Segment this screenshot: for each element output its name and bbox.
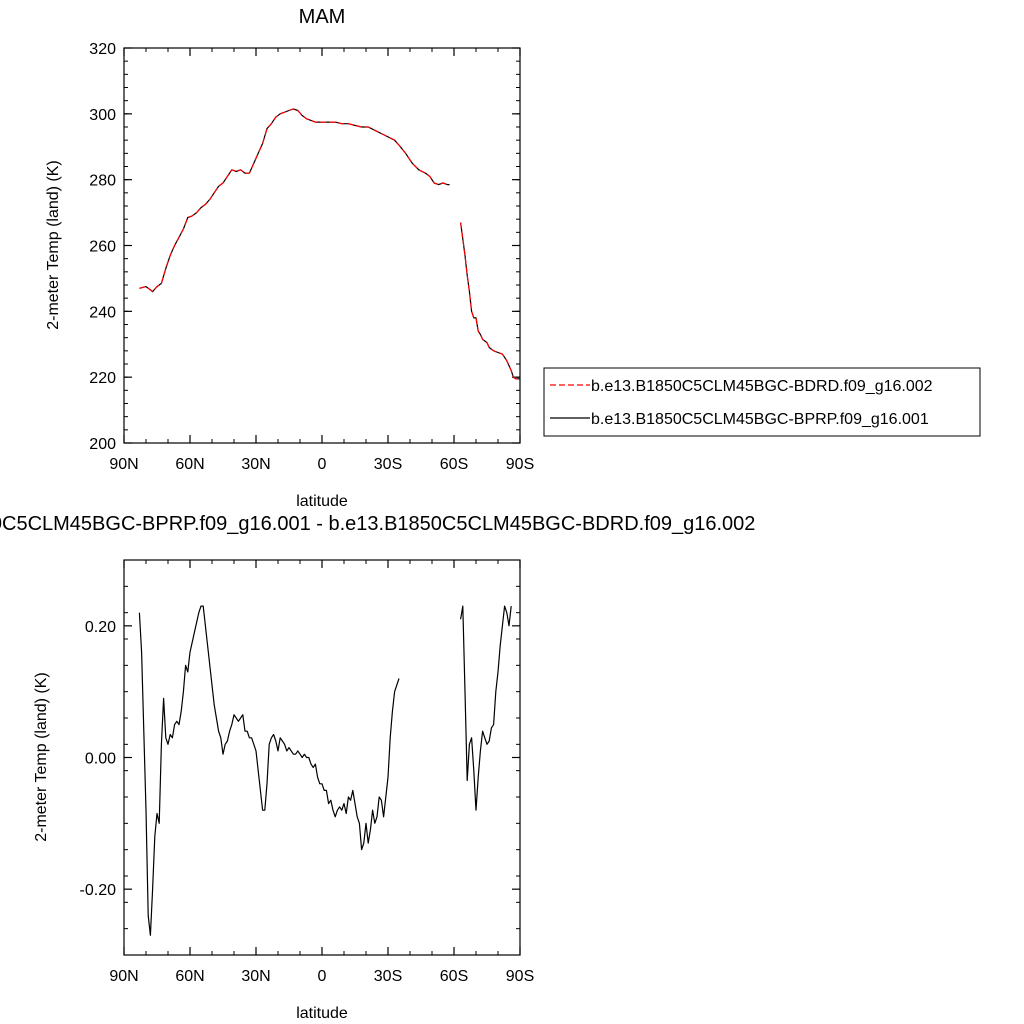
x-tick-label: 90N — [109, 968, 138, 985]
y-tick-label: 200 — [89, 436, 116, 453]
y-tick-label: 300 — [89, 107, 116, 124]
series-line — [139, 108, 450, 293]
series-line — [138, 605, 400, 936]
x-tick-label: 0 — [318, 968, 327, 985]
x-tick-label: 60S — [440, 968, 468, 985]
plot-area: 90N 60N 30N 0 30S 60S 90S -0.20 0.00 0.20 — [80, 559, 534, 985]
x-tick-label: 90S — [506, 456, 534, 473]
chart-bottom: b.e13.B1850C5CLM45BGC-BPRP.f09_g16.001 -… — [0, 513, 755, 1022]
legend-label: b.e13.B1850C5CLM45BGC-BPRP.f09_g16.001 — [591, 411, 929, 428]
y-tick-label: 280 — [89, 173, 116, 190]
x-axis-label: latitude — [296, 1005, 348, 1022]
series-line — [460, 222, 520, 380]
y-tick-label: 260 — [89, 239, 116, 256]
legend-label: b.e13.B1850C5CLM45BGC-BDRD.f09_g16.002 — [591, 378, 933, 395]
x-tick-label: 60S — [440, 456, 468, 473]
x-tick-label: 60N — [175, 968, 204, 985]
x-tick-label: 30N — [241, 968, 270, 985]
legend-box — [543, 367, 981, 437]
y-axis-label: 2-meter Temp (land) (K) — [33, 672, 50, 842]
x-tick-label: 0 — [318, 456, 327, 473]
y-tick-label: -0.20 — [80, 882, 117, 899]
x-tick-label: 60N — [175, 456, 204, 473]
y-tick-label: 0.00 — [85, 751, 116, 768]
x-axis-label: latitude — [296, 493, 348, 510]
y-tick-label: 0.20 — [85, 619, 116, 636]
chart-top: MAM latitude 2-meter Temp (land) (K) 90N… — [45, 6, 981, 510]
legend: b.e13.B1850C5CLM45BGC-BDRD.f09_g16.002 b… — [543, 367, 981, 437]
y-tick-label: 220 — [89, 370, 116, 387]
x-tick-label: 90S — [506, 968, 534, 985]
plot-area: 90N 60N 30N 0 30S 60S 90S 200 220 240 260 280 300 320 — [89, 41, 534, 473]
chart-title: MAM — [299, 6, 346, 28]
series-line — [460, 222, 520, 380]
x-tick-label: 30S — [374, 968, 402, 985]
y-tick-label: 240 — [89, 304, 116, 321]
series-line — [460, 605, 512, 811]
plot-frame — [123, 47, 521, 444]
x-tick-label: 90N — [109, 456, 138, 473]
chart-title: b.e13.B1850C5CLM45BGC-BPRP.f09_g16.001 -… — [0, 513, 755, 535]
x-tick-label: 30N — [241, 456, 270, 473]
series-line — [139, 108, 450, 293]
y-axis-label: 2-meter Temp (land) (K) — [45, 160, 62, 330]
y-tick-label: 320 — [89, 41, 116, 58]
x-tick-label: 30S — [374, 456, 402, 473]
